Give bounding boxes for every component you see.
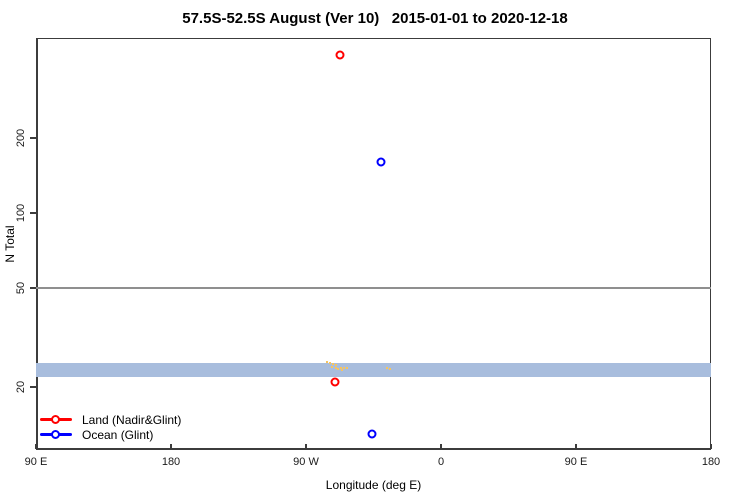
legend-item-ocean: Ocean (Glint) [40,427,181,442]
x-axis-title: Longitude (deg E) [325,478,422,492]
x-tick [710,444,712,449]
y-tick [30,386,36,388]
small-mark [335,364,337,367]
x-tick [440,444,442,449]
y-tick [30,137,36,139]
plot-area [36,38,711,450]
x-tick-label: 180 [701,456,721,468]
x-tick [170,444,172,449]
small-mark [339,366,342,369]
land-data-point [335,50,345,60]
legend-label-land: Land (Nadir&Glint) [82,412,182,427]
legend-label-ocean: Ocean (Glint) [82,427,154,442]
legend: Land (Nadir&Glint) Ocean (Glint) [40,412,181,442]
small-mark [341,369,343,372]
small-mark [329,362,331,365]
chart-title: 57.5S-52.5S August (Ver 10) 2015-01-01 t… [182,10,568,27]
ocean-data-point [367,429,377,439]
land-data-point [330,377,340,387]
small-mark [386,366,388,369]
y-tick-label: 200 [15,128,27,148]
x-tick-label: 90 E [564,456,588,468]
y-axis-title: N Total [3,225,17,263]
y-tick-label: 100 [15,203,27,223]
x-tick [35,444,37,449]
small-mark [389,368,391,371]
y-tick-label: 20 [15,381,27,394]
y-tick [30,287,36,289]
reference-line [36,287,711,290]
small-mark [336,368,339,371]
ocean-legend-marker [40,430,72,439]
small-mark [345,367,348,370]
highlight-band [36,363,711,377]
legend-item-land: Land (Nadir&Glint) [40,412,181,427]
ocean-data-point [376,157,386,167]
small-mark [326,361,328,364]
x-tick-label: 0 [437,456,445,468]
x-tick [575,444,577,449]
land-legend-marker [40,415,72,424]
small-mark [332,363,334,366]
ocean-legend-circle-icon [51,430,60,439]
small-mark [330,365,333,368]
x-tick-label: 90 W [293,456,319,468]
small-mark [342,367,345,370]
land-legend-circle-icon [51,415,60,424]
x-tick [305,444,307,449]
x-tick-label: 180 [161,456,181,468]
small-mark [335,366,337,369]
x-tick-label: 90 E [24,456,48,468]
y-tick [30,212,36,214]
y-tick-label: 50 [15,281,27,295]
